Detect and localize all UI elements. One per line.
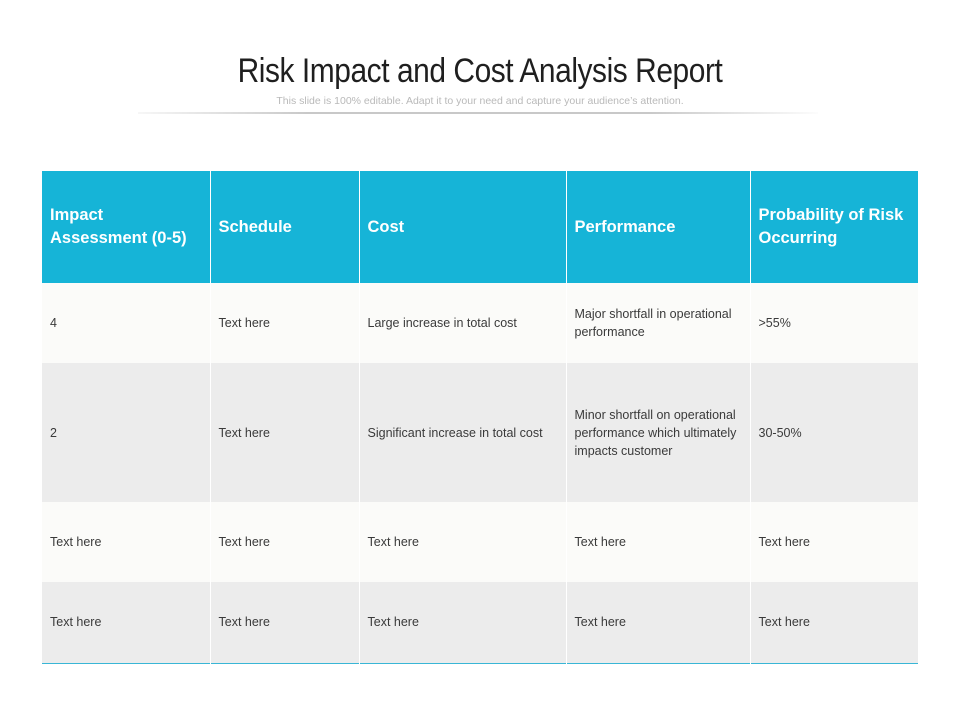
cell-impact: 2 [42, 363, 210, 502]
cell-schedule: Text here [209, 363, 359, 502]
cell-performance: Major shortfall in operational performan… [565, 283, 750, 363]
cell-probability: >55% [749, 283, 918, 363]
table-header-row: Impact Assessment (0-5) Schedule Cost Pe… [42, 171, 918, 283]
cell-cost: Large increase in total cost [358, 283, 566, 363]
cell-impact: Text here [42, 502, 210, 582]
table-row: 4 Text here Large increase in total cost… [42, 283, 918, 363]
header-impact-assessment: Impact Assessment (0-5) [42, 171, 210, 283]
header-cost: Cost [358, 171, 566, 283]
table-row: 2 Text here Significant increase in tota… [42, 363, 918, 502]
slide-title: Risk Impact and Cost Analysis Report [237, 52, 723, 90]
cell-cost: Text here [358, 502, 566, 582]
cell-probability: Text here [749, 502, 918, 582]
cell-impact: Text here [42, 582, 210, 663]
title-divider [138, 112, 818, 114]
cell-schedule: Text here [209, 582, 359, 663]
slide-subtitle: This slide is 100% editable. Adapt it to… [276, 95, 684, 107]
cell-probability: Text here [749, 582, 918, 663]
cell-performance: Text here [565, 502, 750, 582]
table-row: Text here Text here Text here Text here … [42, 502, 918, 582]
cell-performance: Text here [565, 582, 750, 663]
cell-cost: Text here [358, 582, 566, 663]
cell-schedule: Text here [209, 283, 359, 363]
header-probability: Probability of Risk Occurring [749, 171, 918, 283]
cell-probability: 30-50% [749, 363, 918, 502]
cell-schedule: Text here [209, 502, 359, 582]
header-performance: Performance [565, 171, 750, 283]
risk-analysis-table: Impact Assessment (0-5) Schedule Cost Pe… [42, 171, 918, 664]
cell-impact: 4 [42, 283, 210, 363]
cell-performance: Minor shortfall on operational performan… [565, 363, 750, 502]
table-row: Text here Text here Text here Text here … [42, 582, 918, 663]
cell-cost: Significant increase in total cost [358, 363, 566, 502]
header-schedule: Schedule [209, 171, 359, 283]
